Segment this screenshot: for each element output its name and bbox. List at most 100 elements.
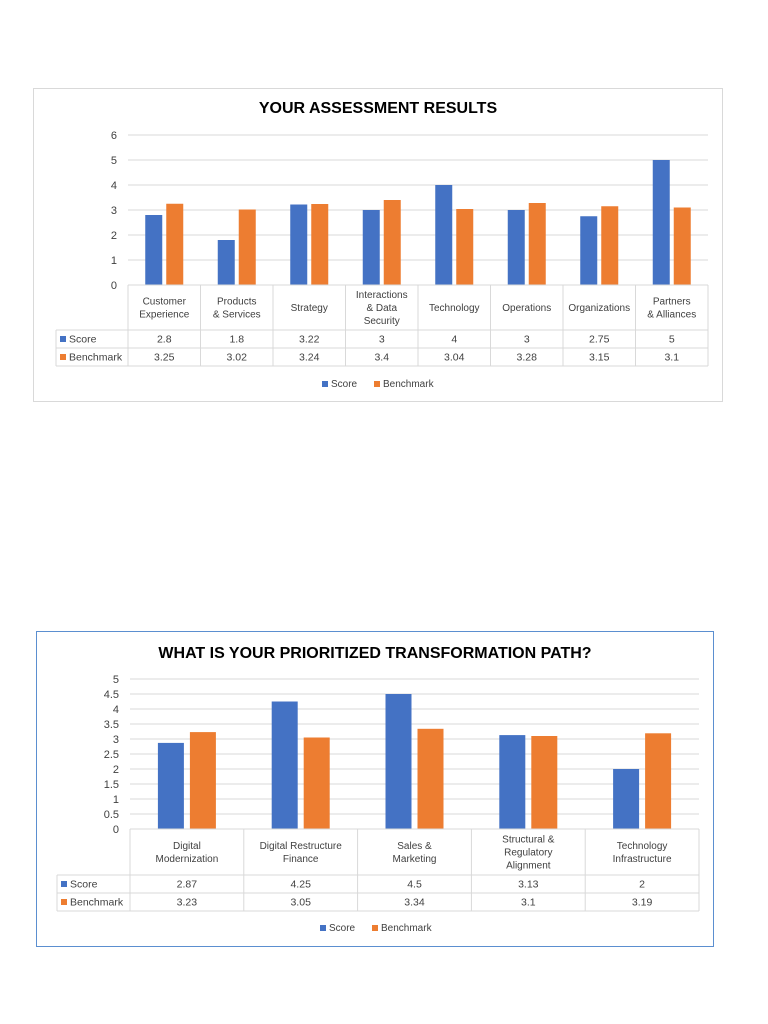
benchmark-bar (166, 203, 184, 285)
benchmark-bar (673, 207, 691, 285)
table-cell: 3.25 (154, 352, 175, 364)
score-bar (613, 769, 640, 829)
category-label: Structural & (502, 835, 555, 846)
table-cell: 3.19 (632, 897, 653, 909)
table-cell: 2.8 (157, 334, 172, 346)
category-label: Organizations (568, 303, 630, 314)
series-row-label: Score (70, 879, 98, 891)
transformation-path-chart: WHAT IS YOUR PRIORITIZED TRANSFORMATION … (36, 631, 714, 947)
category-label: Experience (139, 310, 189, 321)
y-tick-label: 3 (113, 734, 119, 746)
benchmark-bar (601, 206, 619, 285)
category-label: Interactions (356, 290, 408, 301)
table-cell: 3.24 (299, 352, 320, 364)
table-cell: 3.22 (299, 334, 320, 346)
y-tick-label: 5 (113, 674, 119, 686)
table-cell: 3 (524, 334, 530, 346)
y-tick-label: 2 (113, 764, 119, 776)
benchmark-bar (238, 209, 256, 285)
score-bar (652, 160, 670, 285)
table-cell: 2.87 (177, 879, 198, 891)
category-label: Regulatory (504, 848, 552, 859)
score-bar (271, 701, 298, 829)
chart-title: WHAT IS YOUR PRIORITIZED TRANSFORMATION … (158, 645, 591, 662)
score-bar (217, 240, 235, 285)
y-tick-label: 0 (111, 280, 117, 292)
assessment-results-chart: YOUR ASSESSMENT RESULTS 0 1 2 3 4 5 6 Customer E… (33, 88, 723, 402)
series-row-label: Benchmark (69, 352, 123, 364)
category-label: Technology (429, 303, 480, 314)
category-label: Finance (283, 854, 319, 865)
table-cell: 1.8 (229, 334, 244, 346)
legend-benchmark-swatch (372, 925, 378, 931)
legend-benchmark-label: Benchmark (383, 379, 435, 390)
legend-benchmark-label: Benchmark (381, 923, 433, 934)
category-label: Digital (173, 841, 201, 852)
category-label: Sales & (397, 841, 432, 852)
y-tick-label: 6 (111, 130, 117, 142)
category-label: Operations (502, 303, 551, 314)
legend-score-swatch (322, 381, 328, 387)
category-label: Strategy (291, 303, 328, 314)
series-row-label: Score (69, 334, 97, 346)
category-label: Alignment (506, 861, 551, 872)
y-tick-label: 3 (111, 205, 117, 217)
table-cell: 3.28 (517, 352, 538, 364)
legend-score-label: Score (331, 379, 358, 390)
score-key-swatch (61, 881, 67, 887)
table-cell: 5 (669, 334, 675, 346)
benchmark-bar (528, 203, 546, 285)
benchmark-bar (189, 732, 216, 829)
score-bar (580, 216, 598, 285)
y-tick-label: 4.5 (104, 689, 119, 701)
score-bar (362, 210, 380, 285)
category-label: Digital Restructure (260, 841, 343, 852)
y-tick-label: 1 (113, 794, 119, 806)
y-tick-label: 4 (111, 180, 117, 192)
table-cell: 3.13 (518, 879, 539, 891)
score-bar (499, 735, 526, 829)
table-cell: 4.25 (290, 879, 311, 891)
category-label: Modernization (155, 854, 218, 865)
table-cell: 3.04 (444, 352, 465, 364)
table-cell: 3.34 (404, 897, 425, 909)
y-tick-label: 0 (113, 824, 119, 836)
table-cell: 3.05 (290, 897, 311, 909)
benchmark-key-swatch (60, 354, 66, 360)
chart-title: YOUR ASSESSMENT RESULTS (259, 100, 498, 117)
y-tick-label: 2 (111, 230, 117, 242)
score-key-swatch (60, 336, 66, 342)
score-bar (385, 694, 412, 829)
y-tick-label: 2.5 (104, 749, 119, 761)
benchmark-bar (531, 736, 558, 829)
table-cell: 3 (379, 334, 385, 346)
score-bar (290, 204, 308, 285)
category-label: Technology (617, 841, 668, 852)
category-label: Security (364, 316, 400, 327)
y-tick-label: 1.5 (104, 779, 119, 791)
category-label: & Services (213, 310, 261, 321)
y-tick-label: 5 (111, 155, 117, 167)
category-label: Infrastructure (613, 854, 672, 865)
table-cell: 2 (639, 879, 645, 891)
category-label: Partners (653, 297, 691, 308)
score-bar (435, 185, 453, 285)
legend-benchmark-swatch (374, 381, 380, 387)
benchmark-bar (456, 209, 474, 285)
category-label: Marketing (393, 854, 437, 865)
benchmark-bar (645, 733, 672, 829)
table-cell: 3.1 (521, 897, 536, 909)
table-cell: 4 (451, 334, 457, 346)
category-label: & Data (366, 303, 397, 314)
table-cell: 4.5 (407, 879, 422, 891)
table-cell: 3.4 (374, 352, 389, 364)
benchmark-bar (383, 200, 401, 285)
table-cell: 3.15 (589, 352, 610, 364)
category-label: & Alliances (647, 310, 696, 321)
table-cell: 3.1 (664, 352, 679, 364)
category-label: Products (217, 297, 256, 308)
table-cell: 3.02 (227, 352, 248, 364)
benchmark-bar (311, 204, 329, 285)
benchmark-bar (417, 728, 444, 829)
transformation-path-svg: WHAT IS YOUR PRIORITIZED TRANSFORMATION … (56, 645, 700, 934)
